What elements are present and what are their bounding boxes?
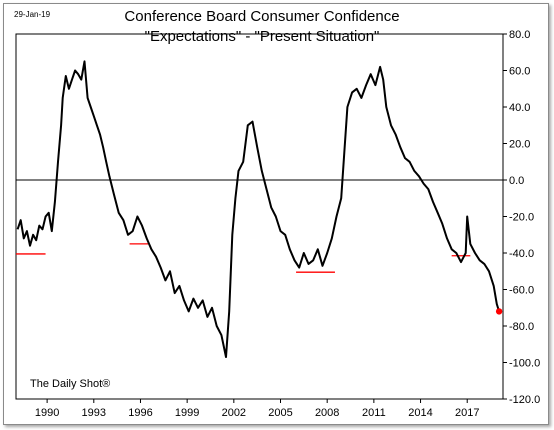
y-tick-label: 80.0	[509, 29, 530, 41]
series-layer	[16, 60, 503, 358]
x-tick-label: 2005	[268, 407, 292, 419]
x-tick-label: 2008	[315, 407, 339, 419]
y-tick-label: 20.0	[509, 139, 530, 151]
y-tick-label: -20.0	[509, 212, 534, 224]
y-tick-label: -80.0	[509, 321, 534, 333]
chart-frame: 29-Jan-19 Conference Board Consumer Conf…	[3, 3, 549, 425]
x-axis: 1990 1993 1996 1999 2002 2005 2008 2011 2014 2017	[35, 399, 479, 419]
y-tick-label: 0.0	[509, 175, 524, 187]
x-tick-label: 2011	[362, 407, 386, 419]
y-tick-label: 60.0	[509, 66, 530, 78]
x-tick-label: 2017	[455, 407, 479, 419]
y-tick-label: -40.0	[509, 248, 534, 260]
chart-subtitle: "Expectations" - "Present Situation"	[145, 28, 380, 45]
y-tick-label: -100.0	[509, 358, 540, 370]
plot-area-border	[15, 33, 504, 400]
x-tick-label: 1993	[82, 407, 106, 419]
chart-title: Conference Board Consumer Confidence	[124, 8, 399, 25]
x-tick-label: 1999	[175, 407, 199, 419]
source-label: The Daily Shot®	[30, 378, 110, 390]
y-tick-label: 40.0	[509, 102, 530, 114]
y-axis: 80.0 60.0 40.0 20.0 0.0 -20.0 -40.0 -60.0 -80.0 -…	[503, 29, 540, 406]
y-tick-label: -120.0	[509, 394, 540, 406]
series-line	[16, 60, 501, 358]
reference-lines	[16, 243, 471, 273]
x-tick-label: 1996	[128, 407, 152, 419]
y-tick-label: -60.0	[509, 285, 534, 297]
x-tick-label: 2002	[222, 407, 246, 419]
chart-svg: 29-Jan-19 Conference Board Consumer Conf…	[14, 8, 540, 419]
x-tick-label: 1990	[35, 407, 59, 419]
latest-value-marker	[495, 308, 503, 315]
x-tick-label: 2014	[408, 407, 432, 419]
date-stamp: 29-Jan-19	[14, 10, 51, 19]
